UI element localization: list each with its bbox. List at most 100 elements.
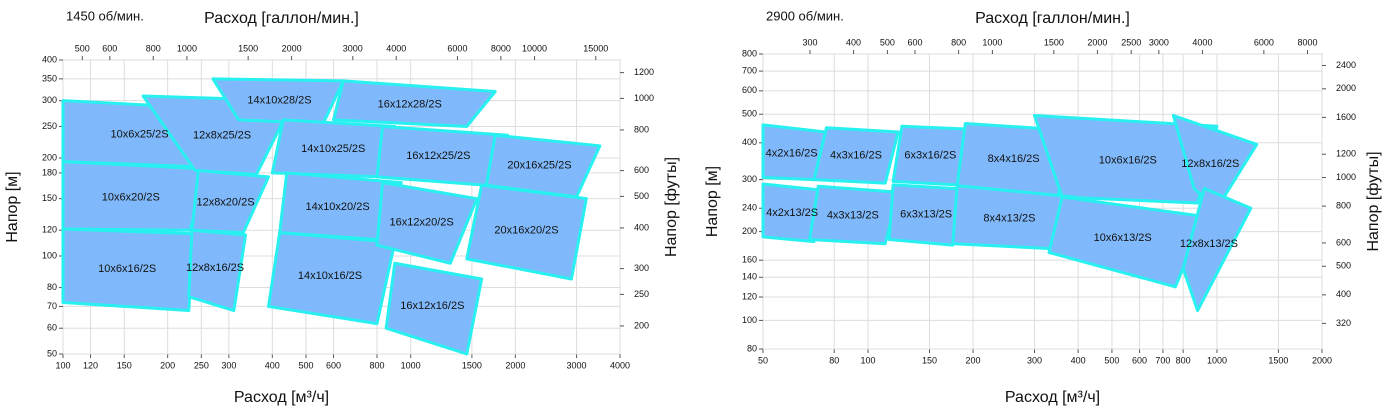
y-axis-label: Напор [м] [704,166,721,237]
region-label: 8x4x13/2S [983,213,1035,225]
y-tick-label: 60 [47,323,57,333]
x-tick-label: 1000 [401,360,421,370]
x-tick-label: 500 [299,360,314,370]
x-tick-label: 250 [194,360,209,370]
y2-tick-label: 1600 [1336,112,1356,122]
x-tick-label: 50 [758,355,768,365]
y2-tick-label: 1000 [634,93,654,103]
y-tick-label: 140 [742,272,757,282]
region-label: 12x8x25/2S [193,129,251,141]
region-label: 10x6x16/2S [1099,154,1157,166]
y-tick-label: 700 [742,65,757,75]
y-tick-label: 100 [42,250,57,260]
y2-tick-label: 200 [634,320,649,330]
x-tick-label: 300 [1027,355,1042,365]
x-tick-label: 200 [160,360,175,370]
y-tick-label: 600 [742,85,757,95]
region-label: 4x3x16/2S [830,150,882,162]
y2-tick-label: 600 [1336,237,1351,247]
y-tick-label: 800 [742,48,757,58]
y-tick-label: 80 [747,343,757,353]
x2-tick-label: 400 [846,37,861,47]
x-tick-label: 400 [1071,355,1086,365]
x2-tick-label: 2000 [282,43,302,53]
y-tick-label: 70 [47,301,57,311]
speed-title: 2900 об/мин. [766,8,844,23]
region-label: 6x3x16/2S [904,149,956,161]
x-tick-label: 600 [326,360,341,370]
pump-region [465,183,588,281]
region-label: 16x12x16/2S [400,300,464,312]
x-axis-label: Расход [м³/ч] [234,389,329,406]
pump-region [1181,186,1253,313]
y-tick-label: 240 [742,203,757,213]
pump-region [187,228,248,313]
x2-tick-label: 1000 [177,43,197,53]
y-tick-label: 400 [742,137,757,147]
pump-region [808,184,900,246]
x-tick-label: 600 [1132,355,1147,365]
y-tick-label: 160 [742,255,757,265]
x2-tick-label: 300 [802,37,817,47]
x2-tick-label: 2000 [1087,37,1107,47]
region-label: 14x10x25/2S [301,143,365,155]
x2-tick-label: 6000 [1254,37,1274,47]
region-label: 4x2x13/2S [766,207,818,219]
x-tick-label: 500 [1104,355,1119,365]
x-tick-label: 4000 [610,360,630,370]
y2-tick-label: 1200 [1336,149,1356,159]
x2-tick-label: 1500 [238,43,258,53]
y2-tick-label: 300 [634,263,649,273]
x2-tick-label: 2500 [1121,37,1141,47]
y2-tick-label: 800 [634,124,649,134]
region-label: 8x4x16/2S [988,153,1040,165]
y-tick-label: 120 [742,291,757,301]
y-tick-label: 120 [42,225,57,235]
pump-region [61,160,209,232]
pump-region [190,169,270,235]
y2-tick-label: 1000 [1336,172,1356,182]
speed-title: 1450 об/мин. [66,8,144,23]
region-label: 16x12x20/2S [390,216,454,228]
x2-tick-label: 4000 [386,43,406,53]
region-label: 10x6x25/2S [110,129,168,141]
x2-tick-label: 500 [880,37,895,47]
x-tick-label: 2000 [1312,355,1332,365]
x-tick-label: 2000 [505,360,525,370]
x-tick-label: 100 [861,355,876,365]
x-tick-label: 200 [966,355,981,365]
pump-region [332,79,497,128]
region-label: 14x10x28/2S [247,95,311,107]
region-label: 4x3x13/2S [827,209,879,221]
y-tick-label: 80 [47,282,57,292]
y-tick-label: 100 [742,315,757,325]
region-label: 12x8x16/2S [1181,158,1239,170]
y2-tick-label: 500 [1336,261,1351,271]
x2-tick-label: 600 [102,43,117,53]
y2-tick-label: 1200 [634,67,654,77]
region-label: 14x10x20/2S [305,201,369,213]
region-label: 4x2x16/2S [766,147,818,159]
x-tick-label: 1500 [1268,355,1288,365]
x-tick-label: 1000 [1207,355,1227,365]
x-tick-label: 3000 [567,360,587,370]
x2-tick-label: 3000 [343,43,363,53]
y2-tick-label: 400 [1336,289,1351,299]
x2-axis-label: Расход [галлон/мин.] [204,10,359,27]
region-label: 6x3x13/2S [900,209,952,221]
x2-tick-label: 15000 [583,43,608,53]
x2-tick-label: 4000 [1192,37,1212,47]
y2-tick-label: 250 [634,289,649,299]
region-label: 12x8x20/2S [196,196,254,208]
y-tick-label: 300 [742,174,757,184]
x-tick-label: 800 [1176,355,1191,365]
y2-axis-label: Напор [футы] [663,157,680,257]
x2-tick-label: 3000 [1149,37,1169,47]
y2-tick-label: 320 [1336,318,1351,328]
y-tick-label: 180 [42,167,57,177]
x-tick-label: 800 [369,360,384,370]
x2-tick-label: 600 [907,37,922,47]
y-axis-label: Напор [м] [4,171,21,242]
region-label: 10x6x16/2S [98,263,156,275]
y-tick-label: 500 [742,109,757,119]
